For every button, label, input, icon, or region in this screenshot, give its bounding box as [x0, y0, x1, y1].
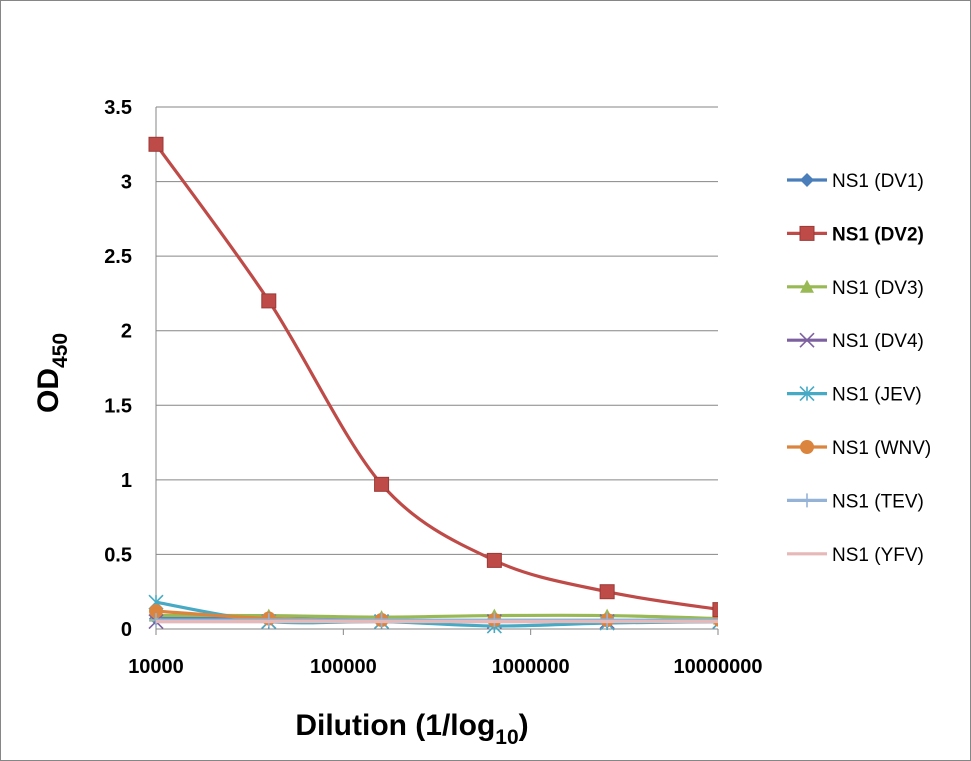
data-point-ns1-dv2 [148, 136, 164, 152]
legend-item-ns1-tev: NS1 (TEV) [787, 491, 924, 512]
legend-item-ns1-dv1: NS1 (DV1) [787, 171, 924, 192]
y-axis-title: OD450 [32, 333, 72, 413]
legend-marker-ns1-wnv [800, 440, 814, 454]
x-tick-labels: 10000 100000 1000000 10000000 [128, 656, 762, 678]
x-axis-title-main: Dilution (1/log [295, 709, 495, 742]
x-tick-label: 10000 [128, 656, 184, 678]
series-line-ns1-dv2 [154, 143, 718, 611]
y-tick-label: 2 [121, 321, 132, 343]
legend-label-ns1-wnv: NS1 (WNV) [832, 438, 931, 459]
data-point-ns1-jev-stroke [712, 622, 718, 630]
y-tick-label: 0.5 [104, 544, 132, 566]
legend-marker-ns1-tev [800, 493, 814, 508]
legend-label-ns1-dv1: NS1 (DV1) [832, 171, 924, 192]
data-point-ns1-dv2 [374, 476, 390, 492]
y-tick-label: 1.5 [104, 395, 132, 417]
y-tick-labels: 0 0.5 1 1.5 2 2.5 3 3.5 [104, 97, 132, 641]
legend-marker-ns1-dv1 [800, 173, 814, 187]
legend-marker-ns1-dv3 [800, 279, 814, 293]
data-point-ns1-dv2 [486, 552, 502, 568]
legend-label-ns1-tev: NS1 (TEV) [832, 491, 924, 512]
axes [155, 107, 719, 635]
data-point-ns1-dv2 [261, 293, 277, 309]
x-axis-title-sub: 10 [495, 726, 518, 749]
y-tick-label: 2.5 [104, 246, 132, 268]
legend-marker-ns1-dv4-stroke [799, 332, 815, 348]
data-point-ns1-dv2 [712, 602, 718, 618]
legend-item-ns1-wnv: NS1 (WNV) [787, 438, 931, 459]
data-point-ns1-wnv [149, 604, 163, 619]
series-ns1-dv2 [148, 136, 718, 618]
legend-label-ns1-dv3: NS1 (DV3) [832, 278, 924, 299]
legend-item-ns1-jev: NS1 (JEV) [787, 385, 922, 406]
y-tick-label: 1 [121, 470, 132, 492]
legend-item-ns1-dv3: NS1 (DV3) [787, 278, 924, 299]
legend-label-ns1-dv2: NS1 (DV2) [832, 224, 924, 245]
y-axis-title-sub: 450 [49, 333, 72, 368]
x-tick-label: 100000 [310, 656, 377, 678]
y-tick-label: 3 [121, 172, 132, 194]
legend: NS1 (DV1) NS1 (DV2) NS1 (DV3) NS1 (DV4) NS1 … [787, 171, 931, 566]
legend-marker-ns1-dv4 [799, 332, 815, 348]
legend-label-ns1-jev: NS1 (JEV) [832, 385, 922, 406]
data-point-ns1-dv2 [599, 584, 615, 600]
grid-lines [156, 106, 718, 555]
plot-series [148, 136, 718, 634]
legend-marker-ns1-dv2 [799, 225, 815, 241]
legend-item-ns1-dv4: NS1 (DV4) [787, 331, 924, 352]
series-line-ns1-dv3 [155, 613, 718, 621]
x-tick-label: 1000000 [492, 656, 570, 678]
legend-marker-ns1-jev [799, 386, 815, 402]
x-tick-label: 10000000 [674, 656, 763, 678]
y-axis-title-main: OD [32, 368, 65, 413]
y-tick-label: 3.5 [104, 97, 132, 119]
legend-label-ns1-dv4: NS1 (DV4) [832, 331, 924, 352]
y-tick-label: 0 [121, 619, 132, 641]
legend-label-ns1-yfv: NS1 (YFV) [832, 545, 924, 566]
legend-item-ns1-yfv: NS1 (YFV) [787, 545, 924, 566]
legend-item-ns1-dv2: NS1 (DV2) [787, 224, 924, 245]
x-axis-title: Dilution (1/log10) [295, 709, 528, 749]
x-axis-title-tail: ) [519, 709, 529, 742]
